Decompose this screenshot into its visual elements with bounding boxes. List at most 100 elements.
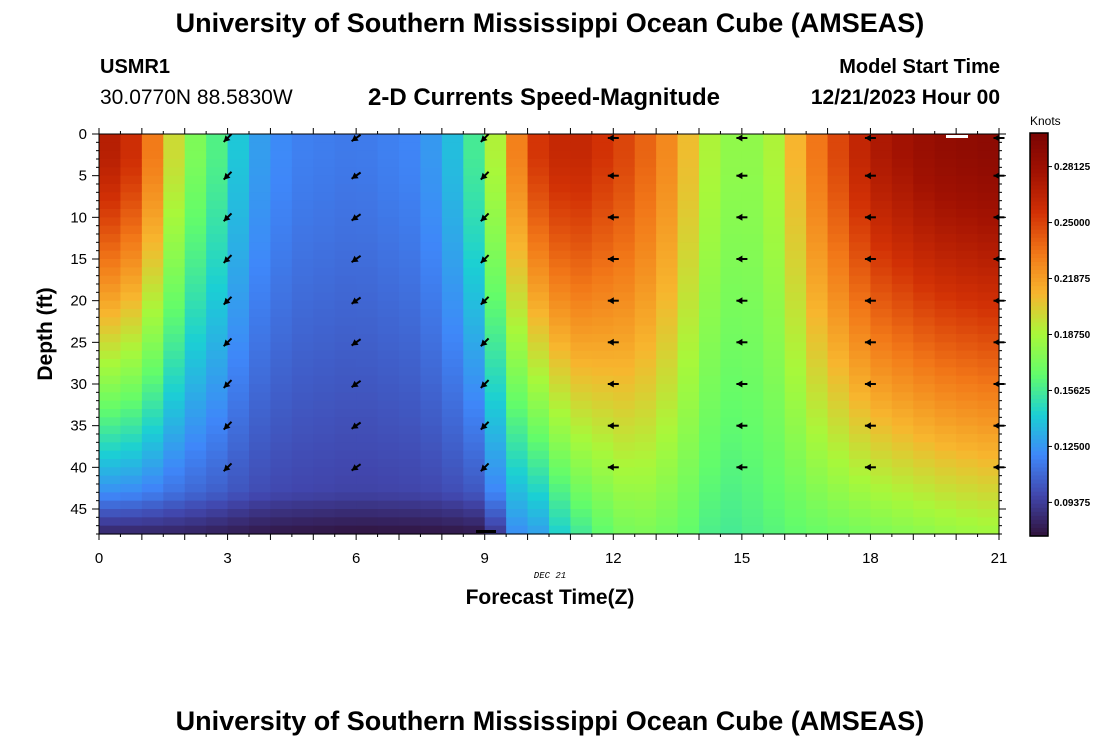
heatmap-cell [720, 384, 743, 393]
heatmap-cell [849, 392, 872, 402]
heatmap-cell [570, 392, 593, 402]
heatmap-cell [720, 459, 743, 468]
heatmap-cell [763, 259, 786, 268]
heatmap-cell [977, 384, 1000, 393]
heatmap-cell [206, 334, 229, 343]
heatmap-cell [99, 309, 122, 318]
heatmap-cell [720, 175, 743, 185]
heatmap-cell [591, 209, 614, 218]
heatmap-cell [977, 350, 1000, 360]
heatmap-cell [870, 284, 893, 293]
heatmap-cell [99, 134, 122, 143]
heatmap-cell [870, 317, 893, 327]
heatmap-cell [334, 400, 357, 410]
colorbar-segment [1030, 439, 1048, 444]
heatmap-cell [227, 475, 250, 485]
heatmap-cell [506, 409, 529, 418]
heatmap-cell [849, 259, 872, 268]
heatmap-cell [206, 259, 229, 268]
heatmap-cell [184, 192, 207, 202]
heatmap-cell [591, 375, 614, 385]
current-vector-arrow [222, 462, 233, 472]
heatmap-cell [677, 384, 700, 393]
heatmap-cell [463, 250, 486, 260]
heatmap-cell [291, 409, 314, 418]
heatmap-cell [934, 184, 957, 193]
heatmap-cell [913, 400, 936, 410]
heatmap-cell [120, 350, 143, 360]
heatmap-cell [141, 467, 164, 477]
station-coordinates: 30.0770N 88.5830W [100, 86, 293, 109]
heatmap-cell [699, 167, 722, 177]
heatmap-cell [206, 342, 229, 352]
heatmap-cell [291, 167, 314, 177]
heatmap-cell [227, 492, 250, 502]
colorbar: Knots 0.093750.125000.156250.187500.2187… [1029, 114, 1091, 537]
heatmap-cell [570, 350, 593, 360]
heatmap-cell [506, 292, 529, 302]
colorbar-segment [1030, 487, 1048, 493]
heatmap-cell [120, 184, 143, 193]
heatmap-cell [591, 242, 614, 252]
heatmap-cell [977, 167, 1000, 177]
current-vector-arrow [864, 213, 876, 221]
heatmap-cell [184, 484, 207, 493]
heatmap-cell [634, 217, 657, 227]
heatmap-cell [741, 359, 764, 368]
heatmap-cell [849, 309, 872, 318]
heatmap-cell [227, 517, 250, 527]
heatmap-cell [977, 467, 1000, 477]
heatmap-cell [849, 434, 872, 443]
colorbar-segment [1030, 237, 1048, 243]
heatmap-cell [206, 392, 229, 402]
heatmap-cell [527, 309, 550, 318]
heatmap-cell [270, 200, 293, 210]
heatmap-cell [184, 242, 207, 252]
heatmap-cell [120, 209, 143, 218]
heatmap-cell [827, 217, 850, 227]
heatmap-cell [827, 425, 850, 435]
heatmap-cell [120, 484, 143, 493]
heatmap-cell [956, 184, 979, 193]
heatmap-cell [677, 434, 700, 443]
heatmap-cell [506, 225, 529, 235]
heatmap-cell [184, 284, 207, 293]
colorbar-segment [1030, 181, 1048, 186]
heatmap-cell [656, 475, 679, 485]
heatmap-cell [570, 492, 593, 502]
heatmap-cell [613, 409, 636, 418]
heatmap-cell [291, 217, 314, 227]
heatmap-cell [163, 267, 186, 277]
heatmap-cell [977, 375, 1000, 385]
heatmap-cell [313, 225, 336, 235]
heatmap-cell [977, 417, 1000, 427]
colorbar-segment [1030, 455, 1048, 461]
heatmap-cell [270, 275, 293, 285]
heatmap-cell [891, 334, 914, 343]
heatmap-cell [634, 234, 657, 243]
heatmap-cell [463, 392, 486, 402]
heatmap-cell [463, 350, 486, 360]
heatmap-cell [591, 417, 614, 427]
colorbar-segment [1030, 431, 1048, 436]
heatmap-cell [806, 267, 829, 277]
heatmap-cell [441, 325, 464, 335]
heatmap-cell [720, 309, 743, 318]
heatmap-cell [913, 384, 936, 393]
heatmap-cell [913, 375, 936, 385]
heatmap-cell [699, 284, 722, 293]
heatmap-cell [806, 425, 829, 435]
heatmap-cell [870, 225, 893, 235]
heatmap-cell [313, 142, 336, 152]
heatmap-cell [249, 400, 272, 410]
heatmap-cell [956, 442, 979, 452]
heatmap-cell [741, 142, 764, 152]
heatmap-cell [313, 242, 336, 252]
heatmap-cell [591, 317, 614, 327]
heatmap-cell [891, 325, 914, 335]
heatmap-cell [720, 317, 743, 327]
heatmap-cell [356, 184, 379, 193]
heatmap-cell [356, 284, 379, 293]
heatmap-cell [206, 250, 229, 260]
heatmap-cell [420, 250, 443, 260]
